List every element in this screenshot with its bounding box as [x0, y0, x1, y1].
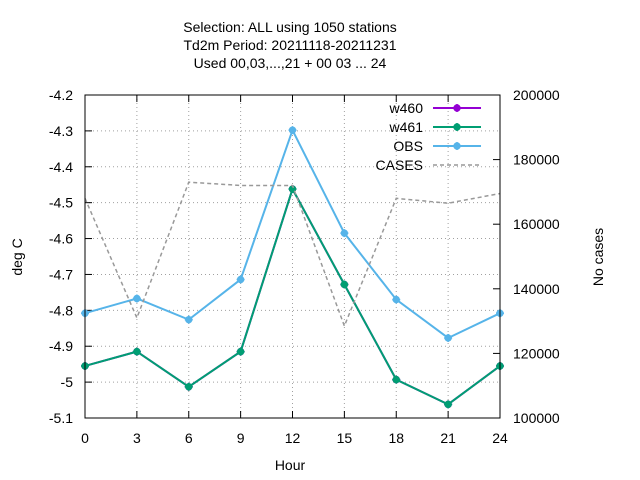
legend-label-w461: w461	[389, 119, 424, 135]
x-tick-label: 12	[285, 430, 301, 446]
x-tick-label: 9	[237, 430, 245, 446]
y2-tick-label: 100000	[513, 410, 560, 426]
data-point-w461-cross	[236, 347, 245, 356]
legend-label-cases: CASES	[376, 157, 423, 173]
data-point-obs-cross	[288, 126, 297, 135]
data-point-w461-cross	[184, 382, 193, 391]
x-axis-label: Hour	[275, 457, 306, 473]
y2-axis-ticks: 100000 120000 140000 160000 180000 200000	[493, 87, 560, 426]
legend-label-w460: w460	[389, 100, 424, 116]
data-point-w461-cross	[132, 347, 141, 356]
x-tick-label: 21	[440, 430, 456, 446]
data-point-obs-cross	[184, 315, 193, 324]
legend-marker-w461-cross	[453, 123, 461, 131]
series-line-w461	[84, 186, 501, 406]
title-line: Td2m Period: 20211118-20211231	[183, 37, 396, 53]
y-tick-label: -4.8	[49, 302, 73, 318]
y-tick-label: -4.2	[49, 87, 73, 103]
x-tick-label: 0	[81, 430, 89, 446]
x-tick-label: 15	[337, 430, 353, 446]
y-axis-ticks: -5.1 -5 -4.9 -4.8 -4.7 -4.6 -4.5 -4.4 -4.3 -4.2	[49, 87, 92, 426]
plot-frame	[84, 94, 501, 419]
legend-marker-obs-cross	[453, 142, 461, 150]
data-point-obs-cross	[340, 229, 349, 238]
y-tick-label: -5	[61, 374, 74, 390]
series-lines	[81, 126, 504, 409]
series-obs	[81, 126, 504, 342]
y-tick-label: -4.9	[49, 338, 73, 354]
y-axis-label: deg C	[9, 238, 25, 275]
x-axis-ticks: 0 3 6 9 12 15 18 21 24	[81, 95, 508, 446]
data-point-w461-cross	[444, 400, 453, 409]
data-point-obs-cross	[132, 294, 141, 303]
series-w460	[81, 185, 504, 409]
x-tick-label: 24	[492, 430, 508, 446]
y-tick-label: -4.4	[49, 159, 73, 175]
y-tick-label: -4.7	[49, 266, 73, 282]
y2-tick-label: 140000	[513, 281, 560, 297]
chart-title: Selection: ALL using 1050 stations Td2m P…	[183, 19, 397, 71]
series-cases	[84, 181, 501, 329]
x-tick-label: 18	[388, 430, 404, 446]
y2-tick-label: 180000	[513, 152, 560, 168]
legend: w460 w461 OBS CASES	[376, 100, 481, 173]
series-w461	[81, 185, 504, 409]
y-tick-label: -4.3	[49, 123, 73, 139]
data-point-obs-cross	[236, 275, 245, 284]
title-line: Used 00,03,...,21 + 00 03 ... 24	[194, 55, 387, 71]
data-point-w461-cross	[392, 375, 401, 384]
legend-marker-w460-cross	[453, 104, 461, 112]
x-tick-label: 3	[133, 430, 141, 446]
data-point-obs-cross	[392, 295, 401, 304]
series-line-cases	[84, 181, 501, 329]
data-point-w461-cross	[340, 280, 349, 289]
y-tick-label: -4.6	[49, 231, 73, 247]
y2-tick-label: 160000	[513, 216, 560, 232]
y-tick-label: -5.1	[49, 410, 73, 426]
y-tick-label: -4.5	[49, 195, 73, 211]
series-line-obs	[84, 127, 501, 340]
x-tick-label: 6	[185, 430, 193, 446]
y2-axis-label: No cases	[590, 228, 606, 286]
data-point-obs-cross	[444, 333, 453, 342]
y2-tick-label: 120000	[513, 345, 560, 361]
title-line: Selection: ALL using 1050 stations	[183, 19, 397, 35]
legend-label-obs: OBS	[393, 138, 423, 154]
series-line-w460	[84, 186, 501, 406]
y2-tick-label: 200000	[513, 87, 560, 103]
grid-lines	[85, 95, 500, 418]
